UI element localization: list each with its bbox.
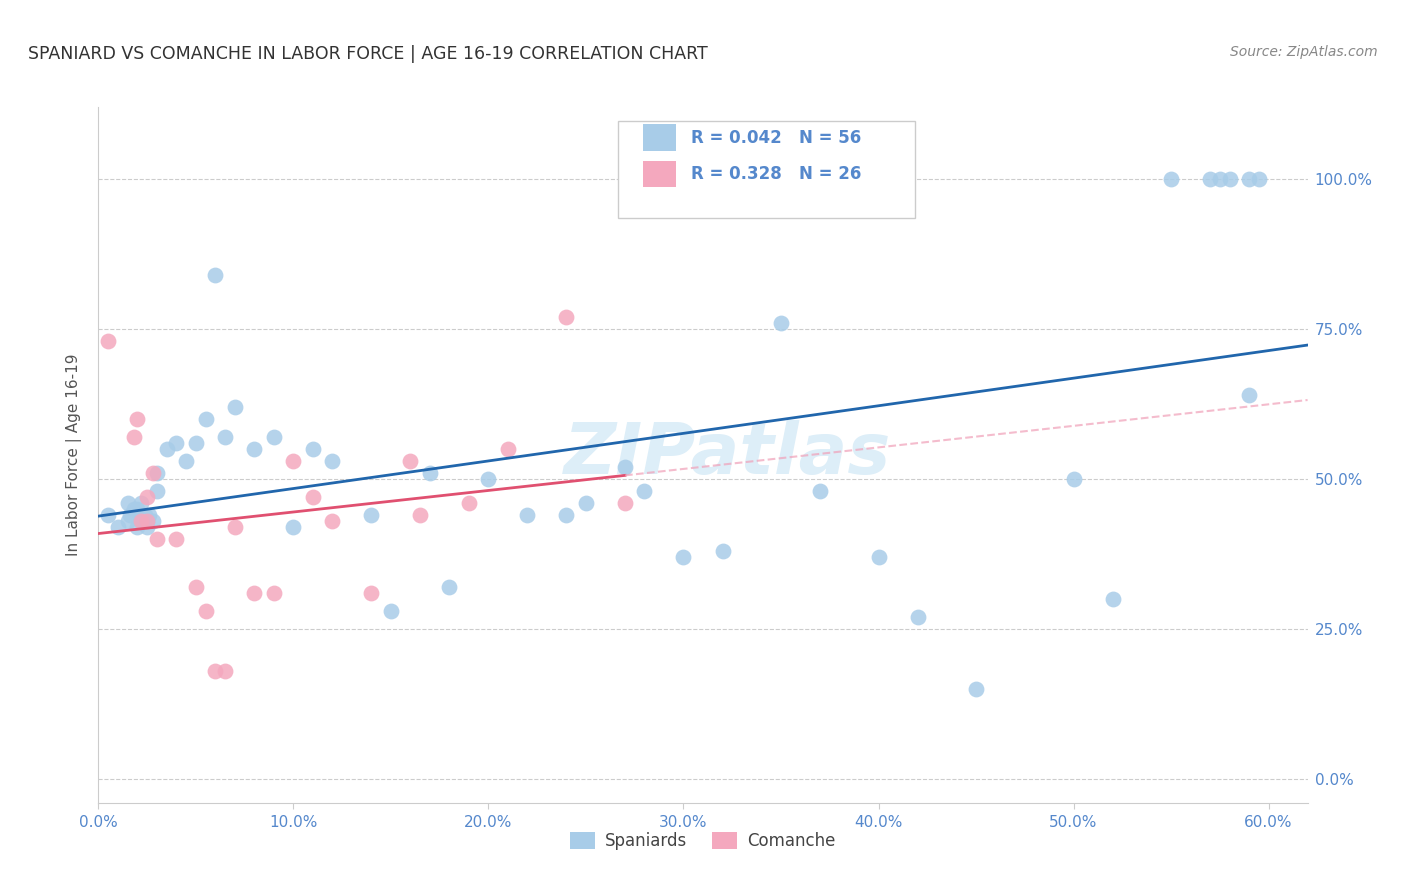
Point [214, 430, 236, 444]
Point [439, 580, 461, 594]
Point [1101, 591, 1123, 606]
Point [131, 514, 153, 528]
Point [1237, 388, 1260, 402]
Point [283, 520, 305, 534]
Point [263, 430, 285, 444]
Point [131, 514, 153, 528]
Point [204, 664, 226, 678]
Text: ZIPatlas: ZIPatlas [564, 420, 891, 490]
Point [146, 466, 169, 480]
Point [496, 442, 519, 456]
Point [131, 496, 153, 510]
Point [165, 436, 187, 450]
Point [127, 412, 149, 426]
Point [516, 508, 538, 522]
Point [711, 544, 734, 558]
Point [409, 508, 432, 522]
Point [1219, 172, 1241, 186]
FancyBboxPatch shape [643, 124, 676, 151]
Point [321, 514, 343, 528]
Point [127, 520, 149, 534]
Point [575, 496, 598, 510]
Point [243, 442, 266, 456]
Point [214, 664, 236, 678]
Point [633, 483, 655, 498]
Text: SPANIARD VS COMANCHE IN LABOR FORCE | AGE 16-19 CORRELATION CHART: SPANIARD VS COMANCHE IN LABOR FORCE | AG… [28, 45, 707, 62]
Point [1237, 172, 1260, 186]
Text: Source: ZipAtlas.com: Source: ZipAtlas.com [1230, 45, 1378, 59]
Point [136, 514, 159, 528]
Point [1209, 172, 1232, 186]
Point [194, 412, 217, 426]
Point [360, 508, 382, 522]
Point [107, 520, 129, 534]
Point [419, 466, 441, 480]
Point [204, 268, 226, 282]
Point [1063, 472, 1085, 486]
Point [136, 514, 159, 528]
Point [907, 610, 929, 624]
Point [146, 483, 169, 498]
Point [97, 334, 120, 348]
Point [243, 586, 266, 600]
Point [122, 430, 145, 444]
Point [769, 316, 792, 330]
Point [1247, 172, 1270, 186]
Point [127, 502, 149, 516]
Point [146, 532, 169, 546]
Point [868, 549, 890, 564]
Point [321, 454, 343, 468]
Point [302, 442, 325, 456]
Point [194, 604, 217, 618]
Point [97, 508, 120, 522]
Point [156, 442, 179, 456]
Point [136, 520, 159, 534]
Point [399, 454, 422, 468]
Point [302, 490, 325, 504]
Point [118, 508, 141, 522]
Legend: Spaniards, Comanche: Spaniards, Comanche [564, 826, 842, 857]
Point [122, 502, 145, 516]
Point [224, 520, 246, 534]
Point [380, 604, 402, 618]
Point [965, 681, 987, 696]
Point [477, 472, 499, 486]
Point [117, 514, 139, 528]
Point [165, 532, 187, 546]
Point [138, 508, 160, 522]
Y-axis label: In Labor Force | Age 16-19: In Labor Force | Age 16-19 [66, 353, 83, 557]
Point [184, 580, 207, 594]
Point [117, 496, 139, 510]
FancyBboxPatch shape [643, 161, 676, 187]
Point [134, 508, 156, 522]
Point [555, 310, 578, 324]
FancyBboxPatch shape [619, 121, 915, 219]
Point [360, 586, 382, 600]
Point [614, 459, 637, 474]
Point [263, 586, 285, 600]
Point [808, 483, 831, 498]
Point [1160, 172, 1182, 186]
Point [136, 490, 159, 504]
Point [224, 400, 246, 414]
Point [142, 466, 165, 480]
Point [283, 454, 305, 468]
Text: R = 0.328   N = 26: R = 0.328 N = 26 [690, 165, 862, 183]
Point [142, 514, 165, 528]
Point [672, 549, 695, 564]
Text: R = 0.042   N = 56: R = 0.042 N = 56 [690, 128, 860, 146]
Point [555, 508, 578, 522]
Point [614, 496, 637, 510]
Point [184, 436, 207, 450]
Point [174, 454, 197, 468]
Point [458, 496, 481, 510]
Point [1199, 172, 1222, 186]
